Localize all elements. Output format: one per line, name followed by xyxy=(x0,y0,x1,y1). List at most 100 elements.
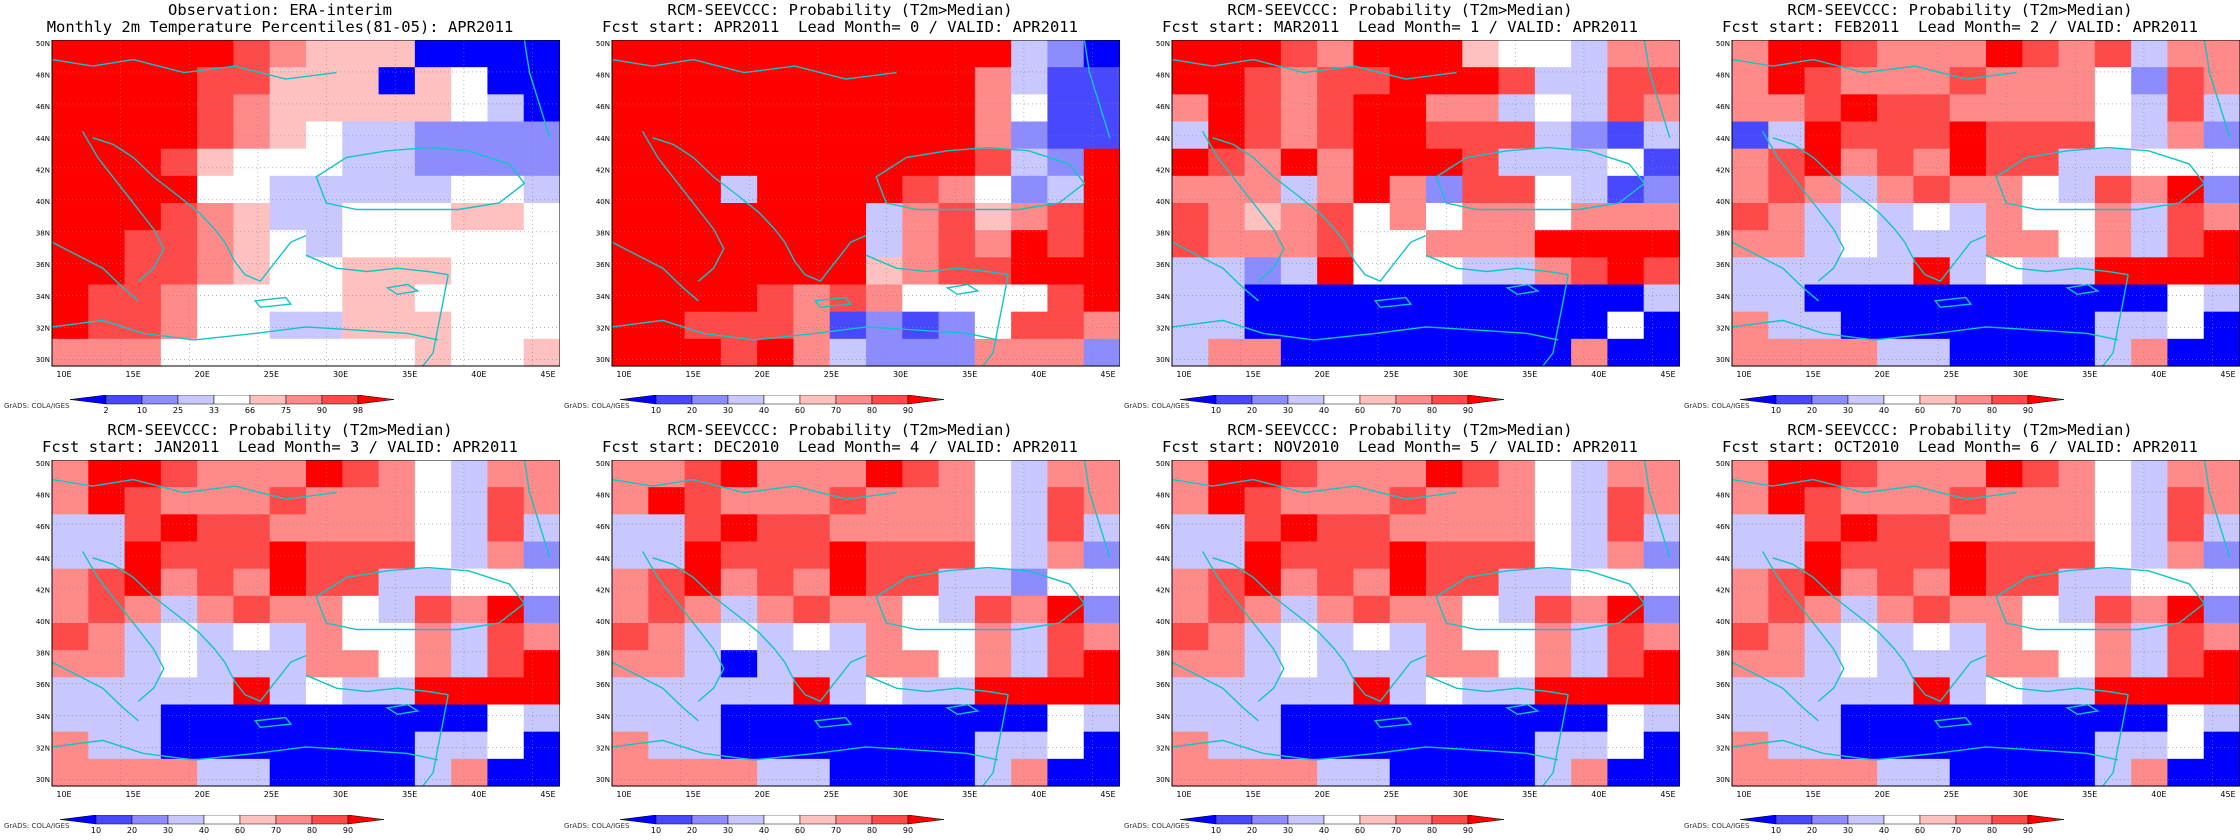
panel-title-line2: Fcst start: OCT2010 Lead Month= 6 / VALI… xyxy=(1722,438,2198,456)
grid-cell xyxy=(974,731,1012,760)
coastline xyxy=(875,146,1086,211)
grid-cell xyxy=(1913,541,1951,570)
grid-cell xyxy=(902,758,940,787)
grid-cell xyxy=(2022,650,2060,678)
grid-cell xyxy=(414,94,452,123)
coastline xyxy=(611,478,897,500)
grid-cell xyxy=(829,758,867,787)
grid-cell xyxy=(2058,257,2096,286)
grid-cell xyxy=(1498,460,1536,488)
grid-cell xyxy=(1804,257,1842,286)
grid-cell xyxy=(2058,514,2096,543)
lat-tick-label: 48N xyxy=(1156,72,1170,80)
grid-cell xyxy=(52,67,89,95)
grid-cell xyxy=(1047,230,1085,258)
grid-cell xyxy=(52,203,89,231)
grid-cell xyxy=(197,230,235,258)
lon-tick-label: 20E xyxy=(755,370,770,379)
grid-cell xyxy=(1877,148,1915,177)
grid-cell xyxy=(1208,704,1246,733)
grid-cell xyxy=(451,650,489,678)
grid-cell xyxy=(612,595,649,624)
grid-cell xyxy=(1877,311,1915,340)
grid-cell xyxy=(1840,650,1878,678)
grid-cell xyxy=(866,731,903,760)
grid-cell xyxy=(2167,595,2205,624)
grid-cell xyxy=(866,338,903,367)
grid-cell xyxy=(1172,40,1209,68)
colorbar-segment xyxy=(1847,395,1885,405)
grid-cell xyxy=(197,284,235,313)
grid-cell xyxy=(1571,284,1609,313)
map-frame xyxy=(1731,460,2240,787)
grid-cell xyxy=(2094,67,2132,95)
grid-cell xyxy=(1172,257,1209,286)
grid-cell xyxy=(233,40,271,68)
grid-cell xyxy=(2203,311,2240,340)
grid-cell xyxy=(1317,704,1355,733)
lon-tick-label: 40E xyxy=(471,370,486,379)
grid-cell xyxy=(52,487,89,515)
grid-cell xyxy=(1498,284,1536,313)
grid-cell xyxy=(1877,67,1915,95)
lat-tick-label: 34N xyxy=(1716,293,1730,301)
grid-cell xyxy=(2094,148,2132,177)
grid-cell xyxy=(1949,731,1987,760)
grid-cell xyxy=(160,731,198,760)
grid-cell xyxy=(2058,460,2096,488)
grid-cell xyxy=(52,595,89,624)
grid-cell xyxy=(1607,121,1645,150)
colorbar-segment xyxy=(727,395,765,405)
grid-cell xyxy=(1840,175,1878,204)
grid-cell xyxy=(88,284,126,313)
coastline xyxy=(982,274,1009,367)
grid-cell xyxy=(1208,203,1246,231)
lon-tick-label: 40E xyxy=(2151,790,2166,799)
grid-cell xyxy=(1732,94,1769,123)
grid-cell xyxy=(1498,650,1536,678)
grid-cell xyxy=(88,67,126,95)
grid-cell xyxy=(197,121,235,150)
grid-cell xyxy=(2203,595,2240,624)
grid-cell xyxy=(342,650,380,678)
grid-cell xyxy=(1317,731,1355,760)
grid-cell xyxy=(938,595,976,624)
coastline xyxy=(1933,296,1973,309)
panel-lead-2: RCM-SEEVCCC: Probability (T2m>Median) Fc… xyxy=(1680,0,2240,420)
grid-cell xyxy=(378,284,416,313)
grid-cell xyxy=(1949,487,1987,515)
lon-tick-label: 25E xyxy=(824,370,839,379)
grid-cell xyxy=(829,650,867,678)
lat-tick-label: 32N xyxy=(1716,744,1730,752)
coastline xyxy=(422,274,449,367)
lon-tick-label: 35E xyxy=(1522,790,1537,799)
lon-tick-label: 35E xyxy=(1522,370,1537,379)
coastline xyxy=(1731,478,2017,500)
grid-cell xyxy=(233,595,271,624)
grid-cell xyxy=(793,257,831,286)
lon-tick-label: 25E xyxy=(1944,370,1959,379)
lat-tick-label: 34N xyxy=(596,713,610,721)
grid-cell xyxy=(1949,541,1987,570)
map-lead-4: 10E 15E 20E 25E 30E 35E 40E 45E30N32N34N36N38N4… xyxy=(596,460,1120,799)
colorbar-label: 30 xyxy=(1843,406,1853,415)
grid-cell xyxy=(378,121,416,150)
colorbar-segment xyxy=(835,815,873,825)
grid-cell xyxy=(1534,650,1572,678)
lat-tick-label: 36N xyxy=(1156,681,1170,689)
grid-cell xyxy=(1389,121,1427,150)
grid-cell xyxy=(1949,514,1987,543)
grid-cell xyxy=(684,67,722,95)
grid-cell xyxy=(1011,487,1049,515)
lat-tick-label: 42N xyxy=(1156,586,1170,594)
colorbar-segment xyxy=(1467,395,1505,405)
grid-cell xyxy=(1426,284,1463,313)
grid-cell xyxy=(1732,284,1769,313)
grid-cell xyxy=(1986,40,2023,68)
grid-cell xyxy=(1280,758,1318,787)
grid-cell xyxy=(1047,257,1085,286)
grid-cell xyxy=(866,758,903,787)
grid-cell xyxy=(124,94,162,123)
grid-cell xyxy=(1804,40,1842,68)
grid-cell xyxy=(1083,230,1120,258)
